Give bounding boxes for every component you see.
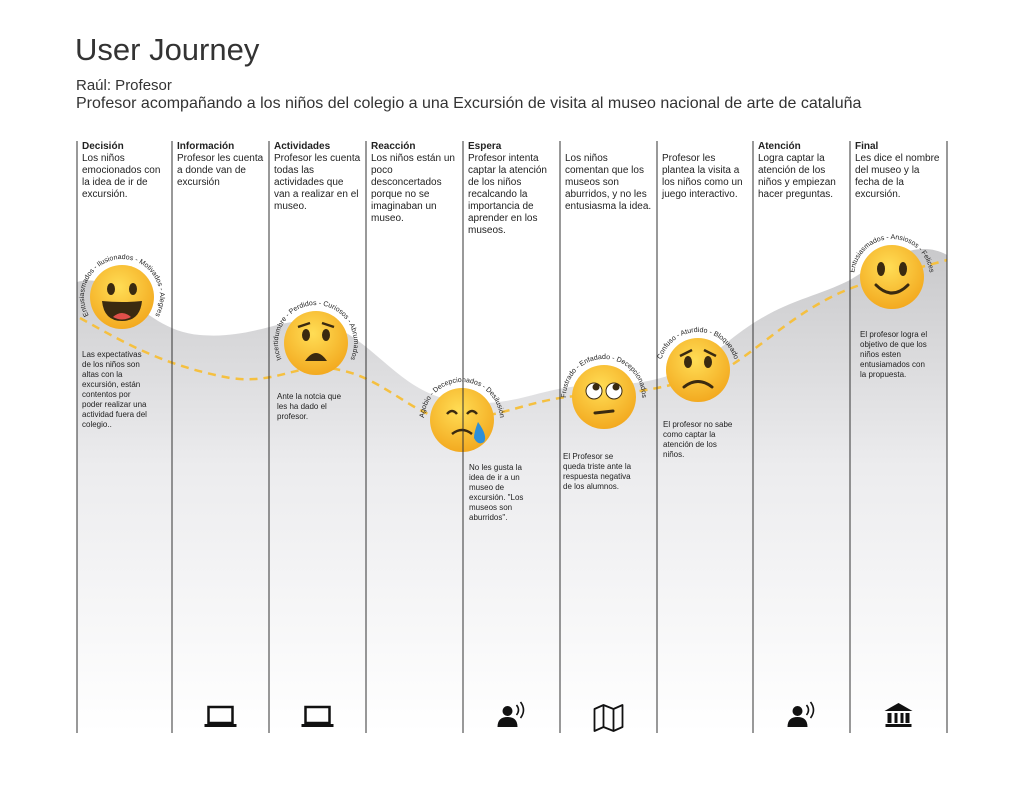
icon-map (593, 704, 624, 732)
stage-phase: Final (855, 141, 879, 152)
icon-waves (805, 701, 815, 719)
emoji-eye (877, 262, 885, 276)
emoji-brow (679, 348, 717, 358)
emoji-mouth (102, 301, 142, 321)
icon-body (787, 717, 808, 727)
stage-phase: Actividades (274, 141, 331, 152)
stage-note: El Profesor se queda triste ante la resp… (563, 452, 632, 491)
stage-description: Profesor les plantea la visita a los niñ… (662, 153, 743, 200)
stage-phase: Atención (758, 141, 801, 152)
emoji-eye (704, 356, 712, 368)
emoji-eye (129, 283, 137, 295)
emoji-eye (612, 383, 620, 391)
stage-description: Profesor les cuenta a donde van de excur… (177, 153, 264, 188)
title: User Journey (75, 32, 260, 67)
stage-text: Final Les dice el nombre del museo y la f… (855, 141, 943, 201)
stage-text: Información Profesor les cuenta a donde v… (177, 141, 265, 189)
journey-line (79, 258, 948, 422)
stage-note: Ante la notcia que les ha dado el profes… (277, 392, 342, 421)
emoji-eye (107, 283, 115, 295)
emoji-brow (297, 321, 335, 329)
stage-description: Profesor les cuenta todas las actividade… (274, 153, 361, 212)
icon-head (502, 706, 513, 716)
emoji-mouth (305, 353, 327, 361)
emoji-eye (592, 383, 600, 391)
stage-note: El profesor logra el objetivo de que los… (860, 330, 928, 379)
stage-text: Los niños comentan que los museos son ab… (565, 141, 653, 213)
stage-text: Espera Profesor intenta captar la atenció… (468, 141, 556, 237)
emoji-face (284, 311, 348, 375)
emoji-eye (899, 262, 907, 276)
icon-laptop (304, 705, 331, 725)
stage-text: Atención Logra captar la atención de los … (758, 141, 846, 201)
stage-note: El profesor no sabe como captar la atenc… (663, 420, 733, 459)
stage-phase: Reacción (371, 141, 416, 152)
icon-body (497, 717, 518, 727)
persona: Raúl: Profesor (76, 77, 172, 94)
icon-waves (515, 701, 525, 719)
icon-laptop (207, 705, 234, 725)
emoji-face (860, 245, 924, 309)
emoji-mouth (593, 409, 615, 415)
stage-text: Reacción Los niños están un poco desconce… (371, 141, 459, 225)
stage-note: Las expectativas de los niños son altas … (82, 350, 147, 429)
emoji-tear (474, 422, 486, 444)
stage-phase: Espera (468, 141, 502, 152)
icon-museum (884, 703, 913, 727)
emoji-tongue (113, 313, 131, 320)
icon-head (792, 706, 803, 716)
stage-description: Los niños están un poco desconcertados p… (371, 153, 455, 224)
emoji-eye (684, 356, 692, 368)
emoji-mouth (451, 428, 473, 436)
stage-description: Profesor intenta captar la atención de l… (468, 153, 547, 236)
stage-description: Logra captar la atención de los niños y … (758, 153, 836, 200)
emoji-mouth (682, 380, 714, 389)
stage-description: Los niños emocionados con la idea de ir … (82, 153, 161, 200)
stage-description: Los niños comentan que los museos son ab… (565, 153, 652, 212)
emoji-face (666, 338, 730, 402)
stage-text: Decisión Los niños emocionados con la ide… (82, 141, 170, 201)
emoji-mouth (874, 283, 910, 295)
stage-description: Les dice el nombre del museo y la fecha … (855, 153, 940, 200)
stage-phase: Decisión (82, 141, 124, 152)
icon-laptop-base (301, 724, 334, 727)
emoji-face (430, 388, 494, 452)
emoji-eyes (446, 409, 478, 415)
emoji-eye (302, 329, 310, 341)
emoji-face (572, 365, 636, 429)
scenario: Profesor acompañando a los niños del col… (76, 95, 862, 112)
emoji-eye (322, 329, 330, 341)
stage-text: Actividades Profesor les cuenta todas las… (274, 141, 362, 213)
stage-text: Profesor les plantea la visita a los niñ… (662, 141, 750, 201)
stage-note: No les gusta la idea de ir a un museo de… (469, 463, 524, 522)
stage-phase: Información (177, 141, 235, 152)
icon-laptop-base (204, 724, 237, 727)
